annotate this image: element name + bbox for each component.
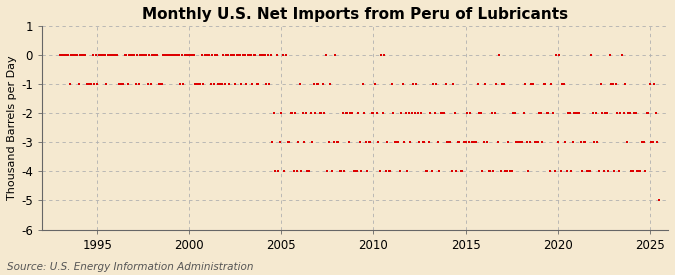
Title: Monthly U.S. Net Imports from Peru of Lubricants: Monthly U.S. Net Imports from Peru of Lu… (142, 7, 568, 22)
Y-axis label: Thousand Barrels per Day: Thousand Barrels per Day (7, 55, 17, 200)
Text: Source: U.S. Energy Information Administration: Source: U.S. Energy Information Administ… (7, 262, 253, 272)
